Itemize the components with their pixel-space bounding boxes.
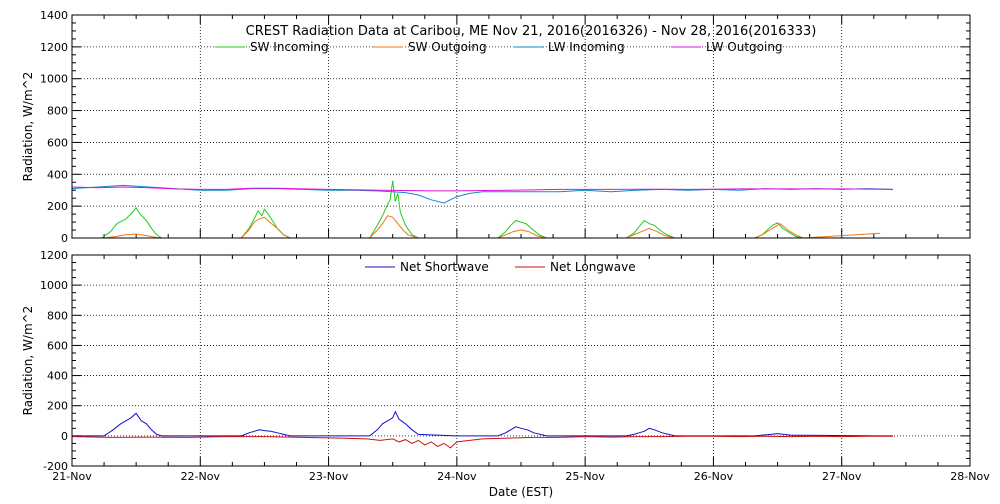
series-line-lw-outgoing bbox=[72, 186, 894, 192]
series-group bbox=[72, 180, 894, 238]
plot-frame bbox=[71, 254, 971, 467]
x-tick-label: 23-Nov bbox=[309, 470, 349, 483]
y-tick-label: 1400 bbox=[40, 9, 68, 22]
y-tick-label: 0 bbox=[61, 232, 68, 245]
series-line-lw-incoming bbox=[72, 184, 894, 204]
y-tick-label: 1200 bbox=[40, 41, 68, 54]
y-tick-label: 1000 bbox=[40, 73, 68, 86]
series-line-net-shortwave bbox=[72, 410, 893, 437]
series-group bbox=[72, 410, 894, 449]
y-tick-label: 1200 bbox=[40, 249, 68, 262]
x-tick-label: 21-Nov bbox=[52, 470, 92, 483]
chart-panel-2: -200 0 200 400 600 800 1000 1200 21-Nov 22-Nov 23-… bbox=[21, 249, 990, 499]
x-axis-title: Date (EST) bbox=[489, 485, 553, 499]
legend-label: SW Outgoing bbox=[408, 40, 487, 54]
y-axis-title: Radiation, W/m^2 bbox=[21, 72, 35, 182]
plot-frame bbox=[71, 14, 971, 239]
legend-label: SW Incoming bbox=[250, 40, 329, 54]
legend-label: LW Incoming bbox=[548, 40, 625, 54]
legend-label: Net Longwave bbox=[550, 260, 636, 274]
series-line-sw-incoming bbox=[101, 180, 804, 238]
series-line-net-longwave bbox=[72, 435, 894, 449]
y-tick-label: 600 bbox=[47, 136, 68, 149]
legend-label: LW Outgoing bbox=[706, 40, 783, 54]
x-tick-label: 22-Nov bbox=[181, 470, 221, 483]
chart-panel-1: 0 200 400 600 800 1000 1200 1400 Radiation, W/m^… bbox=[21, 9, 971, 245]
y-tick-label: -200 bbox=[43, 460, 68, 473]
y-tick-label: 800 bbox=[47, 105, 68, 118]
series-line-sw-outgoing bbox=[104, 215, 881, 238]
y-tick-label: 400 bbox=[47, 168, 68, 181]
y-tick-label: 400 bbox=[47, 370, 68, 383]
x-tick-label: 24-Nov bbox=[437, 470, 477, 483]
legend-label: Net Shortwave bbox=[400, 260, 489, 274]
y-axis-title: Radiation, W/m^2 bbox=[21, 306, 35, 416]
y-tick-label: 200 bbox=[47, 200, 68, 213]
y-tick-label: 0 bbox=[61, 430, 68, 443]
y-tick-label: 1000 bbox=[40, 279, 68, 292]
x-tick-label: 27-Nov bbox=[822, 470, 862, 483]
y-tick-label: 600 bbox=[47, 339, 68, 352]
x-tick-label: 28-Nov bbox=[950, 470, 990, 483]
y-tick-label: 800 bbox=[47, 309, 68, 322]
x-tick-label: 26-Nov bbox=[694, 470, 734, 483]
chart-title: CREST Radiation Data at Caribou, ME Nov … bbox=[246, 24, 817, 39]
x-tick-label: 25-Nov bbox=[565, 470, 605, 483]
y-tick-label: 200 bbox=[47, 400, 68, 413]
